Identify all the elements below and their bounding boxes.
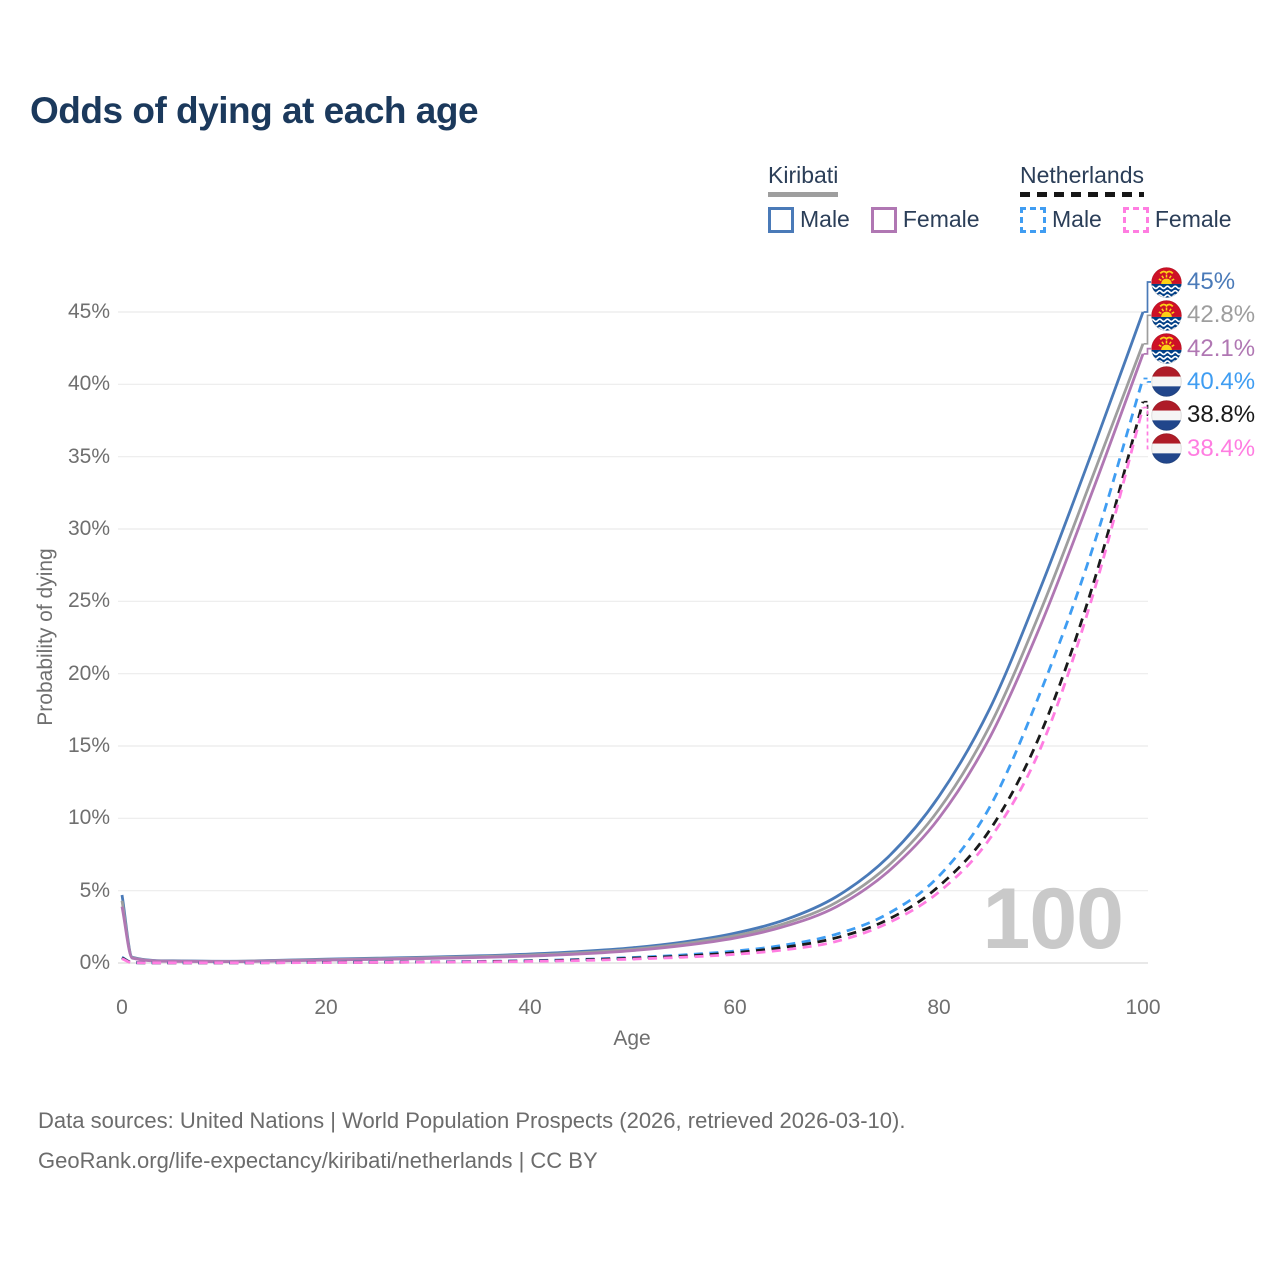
line-kiribati-both-sexes — [120, 343, 1145, 963]
line-kiribati-male — [120, 311, 1145, 963]
legend-item-netherlands-female: Female — [1122, 206, 1232, 233]
legend-group-title-netherlands: Netherlands — [1020, 162, 1145, 188]
chart-title: Odds of dying at each age — [30, 90, 479, 131]
connector-netherlands-female — [1143, 406, 1151, 450]
end-label-kiribati-both-sexes: 42.8% — [1151, 299, 1255, 332]
legend-group-kiribati: Kiribati Male Female — [768, 162, 980, 233]
connector-netherlands-male — [1143, 377, 1151, 383]
kiribati-flag-icon — [1151, 333, 1182, 364]
legend-item-kiribati-female: Female — [870, 206, 980, 233]
netherlands-flag-icon — [1151, 433, 1182, 464]
end-label-kiribati-male: 45% — [1151, 266, 1235, 299]
age-counter-watermark: 100 — [982, 871, 1124, 967]
kiribati-male-swatch-icon — [768, 206, 794, 233]
y-tick-45: 45% — [67, 300, 110, 323]
y-tick-5: 5% — [79, 879, 110, 902]
end-label-netherlands-male: 40.4% — [1151, 365, 1255, 398]
y-tick-30: 30% — [67, 517, 110, 540]
x-tick-60: 60 — [723, 996, 747, 1019]
line-kiribati-female — [120, 353, 1145, 964]
connector-kiribati-female — [1143, 347, 1151, 355]
netherlands-flag-icon — [1151, 366, 1182, 398]
end-label-value: 38.4% — [1187, 434, 1256, 462]
kiribati-flag-icon — [1151, 299, 1182, 331]
netherlands-line-swatch — [1020, 192, 1145, 197]
legend-item-label: Female — [1154, 206, 1232, 232]
y-tick-0: 0% — [79, 951, 110, 974]
y-tick-40: 40% — [67, 372, 110, 395]
legend-group-title-kiribati: Kiribati — [768, 162, 839, 188]
end-label-value: 38.8% — [1187, 401, 1256, 429]
end-label-value: 42.1% — [1187, 334, 1256, 362]
connector-kiribati-male — [1143, 281, 1151, 313]
x-tick-0: 0 — [116, 996, 128, 1019]
end-label-value: 40.4% — [1187, 367, 1256, 395]
x-tick-40: 40 — [518, 996, 542, 1019]
footer-attribution: GeoRank.org/life-expectancy/kiribati/net… — [38, 1148, 598, 1173]
kiribati-line-swatch — [768, 192, 839, 197]
x-tick-20: 20 — [314, 996, 338, 1019]
end-label-kiribati-female: 42.1% — [1151, 332, 1255, 365]
netherlands-female-swatch-icon — [1122, 206, 1149, 233]
y-tick-35: 35% — [67, 445, 110, 468]
connector-kiribati-both-sexes — [1143, 314, 1151, 345]
x-tick-80: 80 — [927, 996, 951, 1019]
y-tick-15: 15% — [67, 734, 110, 757]
y-tick-25: 25% — [67, 589, 110, 612]
legend-item-label: Male — [1052, 206, 1102, 232]
y-axis-title: Probability of dying — [34, 548, 57, 726]
end-label-netherlands-female: 38.4% — [1151, 432, 1255, 465]
end-label-value: 45% — [1187, 268, 1236, 295]
legend-item-kiribati-male: Male — [768, 206, 850, 233]
legend-item-netherlands-male: Male — [1020, 206, 1102, 233]
netherlands-flag-icon — [1151, 399, 1182, 431]
netherlands-male-swatch-icon — [1020, 206, 1046, 233]
line-netherlands-female — [121, 407, 1145, 965]
x-axis-title: Age — [613, 1027, 651, 1050]
legend-item-label: Female — [902, 206, 980, 232]
end-label-value: 42.8% — [1187, 301, 1256, 329]
x-tick-100: 100 — [1125, 996, 1161, 1019]
footer-data-sources: Data sources: United Nations | World Pop… — [38, 1108, 906, 1133]
connector-netherlands-both-sexes — [1143, 400, 1151, 417]
y-tick-10: 10% — [67, 806, 110, 829]
y-tick-20: 20% — [67, 662, 110, 685]
kiribati-flag-icon — [1151, 266, 1182, 298]
kiribati-female-swatch-icon — [870, 206, 897, 233]
legend-group-netherlands: Netherlands Male Female — [1020, 162, 1232, 233]
legend-item-label: Male — [800, 206, 850, 232]
end-label-netherlands-both-sexes: 38.8% — [1151, 399, 1255, 432]
